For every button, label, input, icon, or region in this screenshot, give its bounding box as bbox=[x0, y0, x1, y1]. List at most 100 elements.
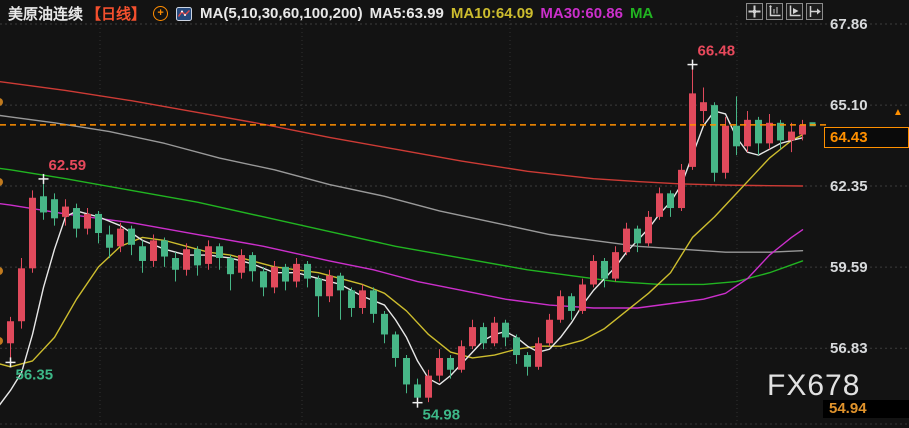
candle[interactable] bbox=[656, 193, 663, 217]
candle[interactable] bbox=[733, 125, 740, 147]
ma5-value: MA5:63.99 bbox=[369, 5, 444, 22]
candle[interactable] bbox=[403, 357, 410, 385]
candle[interactable] bbox=[183, 249, 190, 270]
candle[interactable] bbox=[84, 213, 91, 229]
candle[interactable] bbox=[469, 327, 476, 347]
ma-line-ma5 bbox=[0, 110, 804, 406]
candle[interactable] bbox=[73, 208, 80, 229]
candle[interactable] bbox=[106, 234, 113, 248]
candle[interactable] bbox=[579, 284, 586, 311]
period-label[interactable]: 【日线】 bbox=[86, 6, 147, 23]
candle[interactable] bbox=[249, 255, 256, 272]
candle[interactable] bbox=[238, 255, 245, 273]
candle[interactable] bbox=[205, 246, 212, 264]
candle[interactable] bbox=[524, 355, 531, 367]
current-price-tag[interactable]: 64.43 bbox=[824, 127, 909, 148]
candle[interactable] bbox=[128, 228, 135, 245]
candle[interactable] bbox=[51, 199, 58, 219]
candle[interactable] bbox=[260, 271, 267, 288]
left-edge-marker-icon bbox=[0, 98, 3, 106]
price-annotation: 56.35 bbox=[16, 366, 54, 383]
candle[interactable] bbox=[447, 357, 454, 370]
candle[interactable] bbox=[359, 290, 366, 309]
candle[interactable] bbox=[150, 240, 157, 261]
candle[interactable] bbox=[766, 122, 773, 144]
candle[interactable] bbox=[755, 119, 762, 144]
candle[interactable] bbox=[744, 119, 751, 147]
candle[interactable] bbox=[513, 337, 520, 356]
candle[interactable] bbox=[139, 246, 146, 261]
candle[interactable] bbox=[194, 249, 201, 266]
candle[interactable] bbox=[337, 275, 344, 291]
candle[interactable] bbox=[425, 375, 432, 398]
candle[interactable] bbox=[40, 196, 47, 213]
candle[interactable] bbox=[370, 290, 377, 314]
candle[interactable] bbox=[458, 346, 465, 370]
indicator-icon[interactable] bbox=[176, 6, 193, 21]
candle[interactable] bbox=[227, 258, 234, 275]
candle[interactable] bbox=[414, 384, 421, 398]
candle[interactable] bbox=[271, 266, 278, 288]
ma30-value: MA30:60.86 bbox=[540, 5, 623, 22]
candle[interactable] bbox=[612, 252, 619, 279]
candle[interactable] bbox=[293, 263, 300, 282]
candle[interactable] bbox=[601, 260, 608, 279]
candle[interactable] bbox=[722, 125, 729, 173]
candle[interactable] bbox=[117, 228, 124, 247]
move-tool-icon[interactable] bbox=[746, 3, 763, 20]
candle[interactable] bbox=[678, 169, 685, 209]
candle[interactable] bbox=[381, 313, 388, 335]
price-annotation: 66.48 bbox=[698, 43, 736, 60]
candle[interactable] bbox=[7, 321, 14, 344]
candle[interactable] bbox=[700, 102, 707, 112]
candle[interactable] bbox=[282, 266, 289, 282]
candle[interactable] bbox=[62, 206, 69, 217]
ma-params[interactable]: MA(5,10,30,60,100,200) bbox=[200, 5, 363, 22]
ma-line-ma10 bbox=[0, 134, 804, 368]
candle[interactable] bbox=[689, 93, 696, 167]
left-edge-marker-icon bbox=[0, 178, 3, 186]
axis-chart-icon[interactable] bbox=[766, 3, 783, 20]
candle[interactable] bbox=[161, 240, 168, 257]
price-annotation: 62.59 bbox=[49, 157, 87, 174]
candle[interactable] bbox=[172, 258, 179, 270]
candle[interactable] bbox=[623, 228, 630, 253]
candle[interactable] bbox=[315, 278, 322, 297]
axis-bottom-label: 54.94 bbox=[823, 400, 909, 418]
candle[interactable] bbox=[634, 228, 641, 244]
candle[interactable] bbox=[788, 131, 795, 141]
candle[interactable] bbox=[557, 296, 564, 320]
candle[interactable] bbox=[29, 197, 36, 269]
add-icon[interactable]: + bbox=[153, 6, 169, 21]
ma-line-ma30 bbox=[0, 202, 804, 309]
candle[interactable] bbox=[535, 343, 542, 367]
ma10-value: MA10:64.09 bbox=[450, 5, 534, 22]
candle[interactable] bbox=[491, 322, 498, 344]
left-edge-marker-icon bbox=[0, 337, 3, 345]
candle[interactable] bbox=[667, 193, 674, 209]
candle[interactable] bbox=[502, 322, 509, 338]
chart-toolbar bbox=[746, 3, 823, 20]
candle[interactable] bbox=[348, 290, 355, 309]
candle[interactable] bbox=[546, 319, 553, 344]
candle[interactable] bbox=[326, 275, 333, 297]
axis-play-icon[interactable] bbox=[786, 3, 803, 20]
candle[interactable] bbox=[799, 124, 806, 135]
candle[interactable] bbox=[568, 296, 575, 311]
candle[interactable] bbox=[777, 122, 784, 141]
candle[interactable] bbox=[711, 105, 718, 173]
candle[interactable] bbox=[18, 268, 25, 322]
ma-line-ma60 bbox=[0, 167, 804, 286]
candle[interactable] bbox=[216, 246, 223, 259]
candle[interactable] bbox=[392, 334, 399, 358]
candle[interactable] bbox=[95, 213, 102, 234]
candle[interactable] bbox=[645, 216, 652, 244]
candle[interactable] bbox=[436, 357, 443, 376]
candle[interactable] bbox=[590, 260, 597, 285]
ma-line-ma200 bbox=[0, 80, 804, 187]
candle[interactable] bbox=[480, 327, 487, 344]
pan-right-icon[interactable] bbox=[806, 3, 823, 20]
candle[interactable] bbox=[304, 263, 311, 279]
